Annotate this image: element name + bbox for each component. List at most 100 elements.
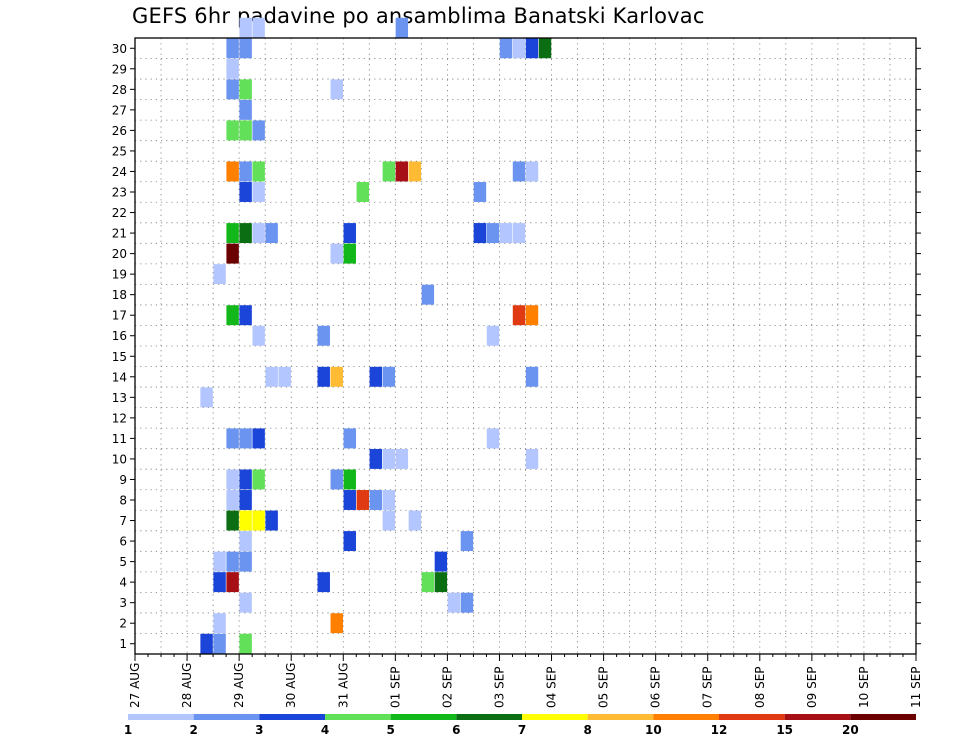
heatmap-cell	[473, 182, 487, 202]
heatmap-cell	[226, 58, 239, 79]
colorbar-segment	[784, 714, 851, 720]
heatmap-cell	[460, 531, 474, 552]
heatmap-cell	[460, 592, 474, 613]
x-tick-label: 27 AUG	[128, 663, 142, 708]
heatmap-cell	[382, 448, 396, 469]
y-tick-label: 8	[119, 494, 127, 508]
heatmap-cell	[330, 79, 343, 100]
y-tick-label: 5	[119, 555, 127, 569]
heatmap-cell	[499, 223, 513, 244]
heatmap-cell	[369, 366, 383, 387]
heatmap-cell	[356, 490, 369, 510]
heatmap-cell	[408, 510, 422, 531]
heatmap-cell	[239, 490, 252, 510]
heatmap-cell	[252, 120, 265, 141]
y-tick-label: 1	[119, 637, 127, 651]
heatmap-cell	[343, 243, 356, 264]
y-tick-label: 25	[112, 144, 127, 158]
heatmap-cell	[356, 182, 369, 202]
chart-title: GEFS 6hr padavine po ansamblima Banatski…	[132, 4, 705, 28]
heatmap-cell	[343, 469, 356, 490]
x-tick-label: 01 SEP	[388, 666, 402, 708]
heatmap-cell	[239, 531, 252, 552]
colorbar-label: 7	[518, 723, 526, 737]
heatmap-cell	[226, 305, 239, 326]
y-tick-label: 22	[112, 206, 127, 220]
colorbar-label: 12	[711, 723, 728, 737]
heatmap-cell	[343, 223, 356, 244]
heatmap-cell	[434, 551, 448, 572]
heatmap-cell	[512, 223, 526, 244]
heatmap-cell	[213, 572, 226, 593]
heatmap-cell	[226, 243, 239, 264]
colorbar-segment	[390, 714, 457, 720]
heatmap-cell	[213, 613, 226, 634]
heatmap-cell	[200, 387, 213, 408]
heatmap-cell	[265, 510, 278, 531]
colorbar-label: 6	[452, 723, 460, 737]
heatmap-cell	[252, 325, 265, 346]
heatmap-cell	[473, 223, 487, 244]
heatmap-cell	[239, 182, 252, 202]
heatmap-cell	[226, 551, 239, 572]
colorbar-label: 15	[776, 723, 793, 737]
heatmap-cell	[213, 264, 226, 285]
heatmap-cell	[330, 613, 343, 634]
colorbar-segment	[587, 714, 654, 720]
heatmap-cell	[226, 572, 239, 593]
y-tick-label: 3	[119, 596, 127, 610]
colorbar-label: 5	[386, 723, 394, 737]
heatmap-cell	[239, 510, 252, 531]
x-tick-label: 02 SEP	[440, 666, 454, 708]
heatmap-cell	[226, 510, 239, 531]
heatmap-cell	[226, 490, 239, 510]
heatmap-cell	[226, 38, 239, 59]
heatmap-cell	[382, 490, 396, 510]
heatmap-cell	[265, 366, 278, 387]
heatmap-cell	[226, 469, 239, 490]
y-tick-label: 2	[119, 617, 127, 631]
heatmap-cell	[525, 38, 539, 59]
heatmap-cell	[395, 161, 409, 182]
colorbar-label: 10	[645, 723, 662, 737]
heatmap-cell	[239, 428, 252, 449]
colorbar-label: 2	[189, 723, 197, 737]
heatmap-cell	[252, 428, 265, 449]
heatmap-cell	[239, 592, 252, 613]
x-tick-label: 31 AUG	[336, 663, 350, 708]
heatmap-cell	[200, 633, 213, 654]
x-tick-label: 30 AUG	[284, 663, 298, 708]
heatmap-cell	[239, 120, 252, 141]
colorbar-label: 20	[842, 723, 859, 737]
heatmap-cell	[239, 633, 252, 654]
y-tick-label: 7	[119, 514, 127, 528]
heatmap-cell	[317, 572, 330, 593]
x-tick-label: 11 SEP	[909, 666, 923, 708]
y-tick-label: 26	[112, 124, 127, 138]
x-tick-label: 04 SEP	[545, 666, 559, 708]
y-tick-label: 27	[112, 103, 127, 117]
heatmap-cell	[226, 223, 239, 244]
y-tick-label: 21	[112, 227, 127, 241]
colorbar-segment	[719, 714, 785, 720]
colorbar-segment	[850, 714, 916, 720]
y-tick-label: 13	[112, 391, 127, 405]
heatmap-cell	[330, 243, 343, 264]
heatmap-cell	[330, 469, 343, 490]
heatmap-cell	[226, 428, 239, 449]
heatmap-cell	[252, 161, 265, 182]
heatmap-cell	[499, 38, 513, 59]
colorbar-segment	[325, 714, 391, 720]
heatmap-cell	[369, 490, 383, 510]
heatmap-cell	[239, 17, 252, 38]
heatmap-cell	[226, 161, 239, 182]
y-tick-label: 9	[119, 473, 127, 487]
colorbar-label: 3	[255, 723, 263, 737]
x-tick-label: 29 AUG	[232, 663, 246, 708]
y-tick-label: 15	[112, 350, 127, 364]
heatmap-cell	[226, 79, 239, 100]
y-tick-label: 19	[112, 268, 127, 282]
heatmap-cell	[343, 531, 356, 552]
y-tick-label: 6	[119, 535, 127, 549]
heatmap-cell	[408, 161, 422, 182]
